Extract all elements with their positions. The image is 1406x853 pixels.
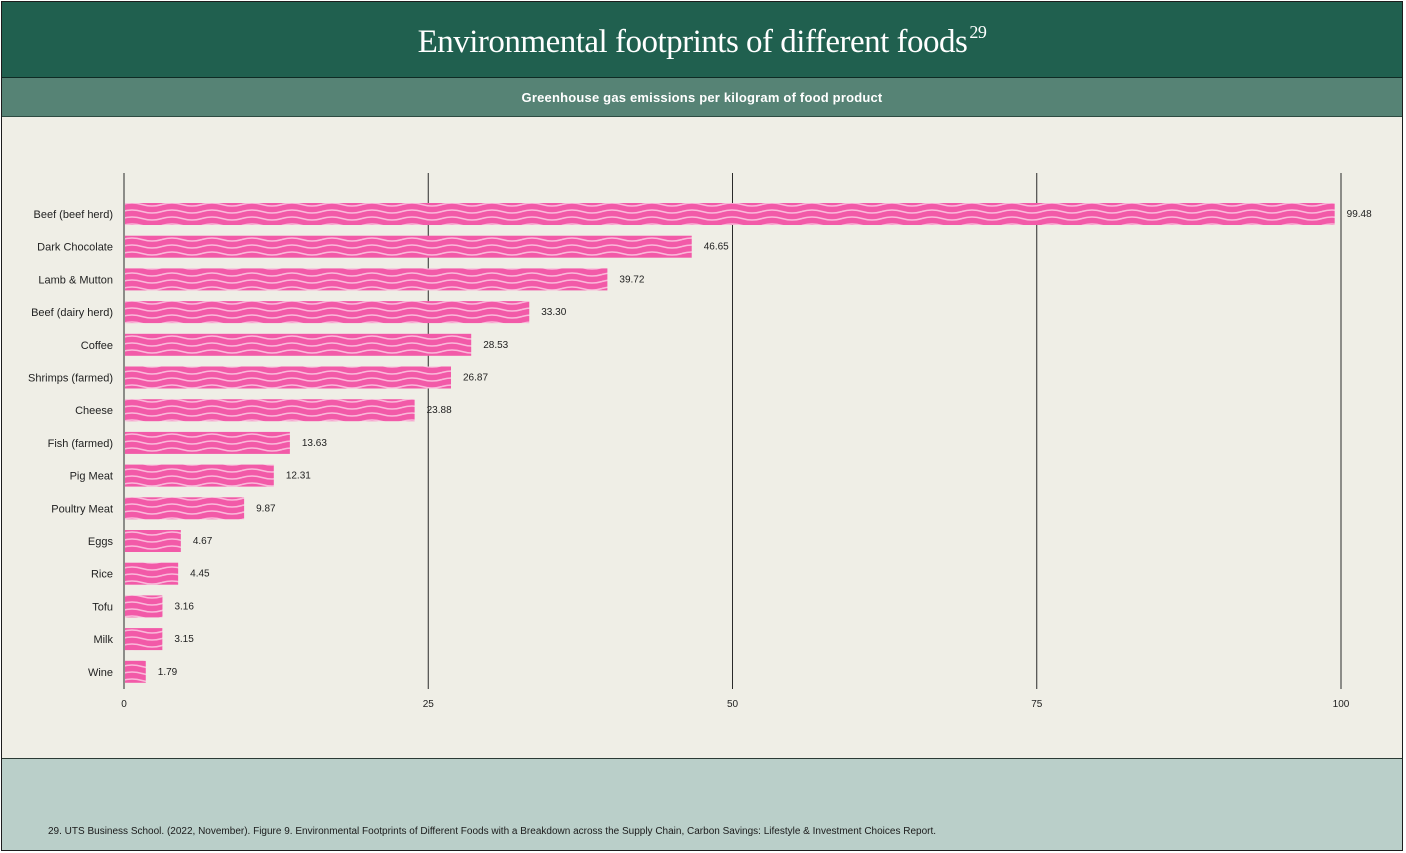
bar — [125, 333, 472, 356]
value-label: 13.63 — [302, 438, 327, 449]
bar — [125, 431, 290, 454]
category-label: Fish (farmed) — [48, 438, 113, 450]
category-label: Eggs — [88, 536, 114, 548]
category-label: Beef (dairy herd) — [31, 307, 113, 319]
bar — [125, 366, 452, 389]
value-label: 4.67 — [193, 536, 213, 547]
bar-chart: 0 25 50 75 100 Beef (beef herd) 99.48 Dark Choc… — [28, 173, 1372, 710]
bar — [125, 497, 245, 520]
category-label: Pig Meat — [70, 471, 113, 483]
category-label: Coffee — [81, 340, 113, 352]
value-label: 99.48 — [1347, 209, 1372, 220]
chart-title-text: Environmental footprints of different fo… — [417, 24, 968, 60]
source-citation: 29. UTS Business School. (2022, November… — [48, 826, 937, 837]
category-label: Shrimps (farmed) — [28, 373, 113, 385]
category-label: Poultry Meat — [51, 503, 113, 515]
value-label: 4.45 — [190, 569, 210, 580]
x-tick-label: 75 — [1031, 699, 1043, 710]
value-label: 3.16 — [174, 601, 194, 612]
bar — [125, 464, 274, 487]
footnote-reference: 29 — [969, 22, 987, 42]
x-tick-label: 50 — [727, 699, 739, 710]
category-label: Rice — [91, 569, 113, 581]
chart-title: Environmental footprints of different fo… — [418, 22, 987, 61]
category-label: Milk — [93, 634, 113, 646]
chart-subtitle: Greenhouse gas emissions per kilogram of… — [521, 89, 883, 105]
value-label: 33.30 — [541, 307, 566, 318]
bar — [125, 399, 415, 422]
title-bar: Environmental footprints of different fo… — [2, 2, 1402, 78]
value-label: 3.15 — [174, 634, 194, 645]
category-label: Beef (beef herd) — [34, 209, 114, 221]
bar — [125, 595, 163, 618]
x-tick-label: 25 — [423, 699, 435, 710]
bar — [125, 235, 692, 258]
category-label: Dark Chocolate — [37, 242, 113, 254]
bar — [125, 628, 163, 651]
bar — [125, 530, 181, 552]
value-label: 28.53 — [483, 340, 508, 351]
value-label: 46.65 — [704, 242, 729, 253]
subtitle-bar: Greenhouse gas emissions per kilogram of… — [2, 78, 1402, 117]
category-label: Cheese — [75, 405, 113, 417]
value-label: 9.87 — [256, 503, 276, 514]
value-label: 1.79 — [158, 667, 178, 678]
x-tick-label: 100 — [1333, 699, 1350, 710]
chart-area: 0 25 50 75 100 Beef (beef herd) 99.48 Dark Choc… — [2, 117, 1402, 758]
bar — [125, 268, 608, 291]
category-label: Wine — [88, 667, 113, 679]
footer: 29. UTS Business School. (2022, November… — [2, 758, 1402, 850]
x-tick-label: 0 — [121, 699, 127, 710]
bar — [125, 660, 146, 683]
value-label: 26.87 — [463, 373, 488, 384]
bar — [125, 562, 179, 585]
category-label: Lamb & Mutton — [38, 274, 113, 286]
value-label: 39.72 — [619, 274, 644, 285]
value-label: 12.31 — [286, 471, 311, 482]
bar — [125, 203, 1335, 225]
category-label: Tofu — [92, 601, 113, 613]
value-label: 23.88 — [427, 405, 452, 416]
bar — [125, 301, 530, 324]
